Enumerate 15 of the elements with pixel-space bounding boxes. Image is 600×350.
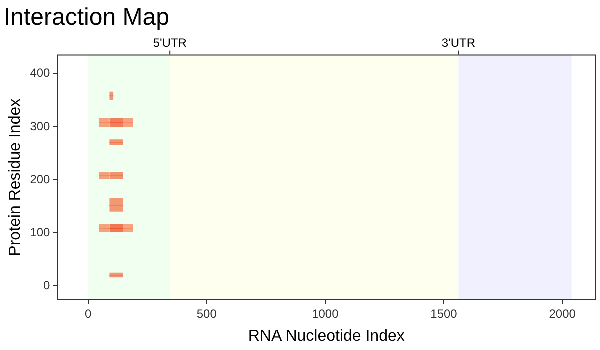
x-tick-label: 0 — [84, 306, 92, 321]
x-tick-label: 500 — [196, 306, 218, 321]
x-axis-title: RNA Nucleotide Index — [248, 328, 405, 345]
x-tick-label: 1500 — [430, 306, 458, 321]
chart-title: Interaction Map — [4, 4, 170, 32]
y-tick-label: 200 — [30, 172, 51, 186]
ref-line-label: 3'UTR — [442, 36, 476, 50]
y-axis-title: Protein Residue Index — [7, 98, 24, 256]
ref-line-label: 5'UTR — [153, 36, 188, 50]
y-tick-label: 300 — [30, 119, 51, 134]
x-tick-label: 1000 — [312, 306, 340, 321]
x-tick-label: 2000 — [549, 306, 576, 321]
y-tick-label: 0 — [44, 278, 51, 292]
y-tick-label: 400 — [30, 66, 51, 80]
y-tick-label: 100 — [30, 225, 51, 240]
